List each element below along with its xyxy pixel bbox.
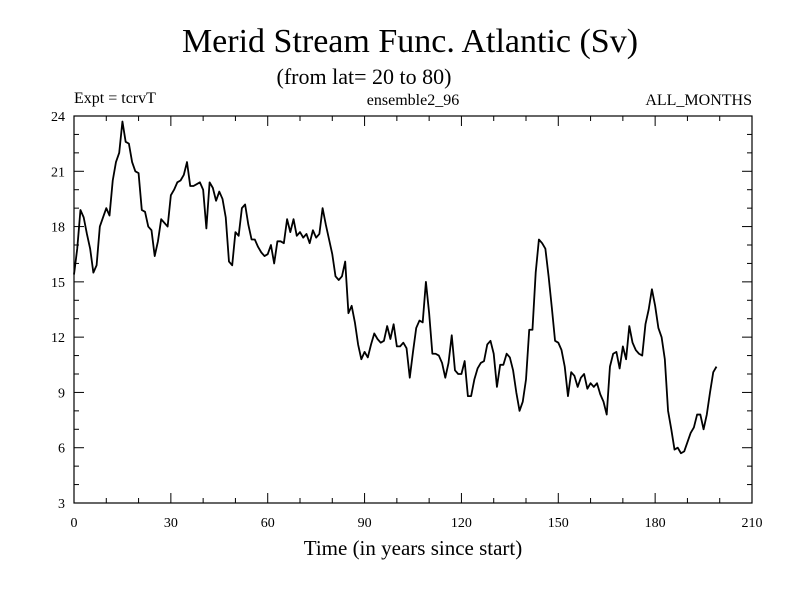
x-tick-label: 210 [742, 516, 763, 531]
chart-title: Merid Stream Func. Atlantic (Sv) [182, 23, 638, 60]
x-tick-label: 90 [358, 516, 372, 531]
x-tick-label: 150 [548, 516, 569, 531]
chart-subtitle: (from lat= 20 to 80) [277, 64, 452, 89]
y-tick-label: 24 [51, 110, 65, 125]
y-tick-label: 3 [58, 497, 65, 512]
y-tick-label: 12 [51, 331, 65, 346]
x-tick-label: 120 [451, 516, 472, 531]
experiment-label: Expt = tcrvT [74, 90, 156, 107]
ensemble-label: ensemble2_96 [367, 92, 459, 109]
y-tick-label: 6 [58, 442, 65, 457]
x-tick-label: 30 [164, 516, 178, 531]
y-tick-label: 18 [51, 221, 65, 236]
series-layer [73, 120, 718, 455]
x-tick-label: 0 [71, 516, 78, 531]
x-tick-label: 180 [645, 516, 666, 531]
y-tick-label: 9 [58, 386, 65, 401]
axes-layer: 0 30 60 90 120 150 180 210 3 6 9 12 15 18 21 24 [51, 110, 763, 531]
series-line-1 [73, 120, 718, 455]
y-tick-label: 15 [51, 276, 65, 291]
x-axis-label: Time (in years since start) [304, 536, 523, 560]
months-label: ALL_MONTHS [645, 92, 752, 109]
x-tick-label: 60 [261, 516, 275, 531]
y-tick-label: 21 [51, 165, 65, 180]
plot-frame [73, 115, 753, 504]
